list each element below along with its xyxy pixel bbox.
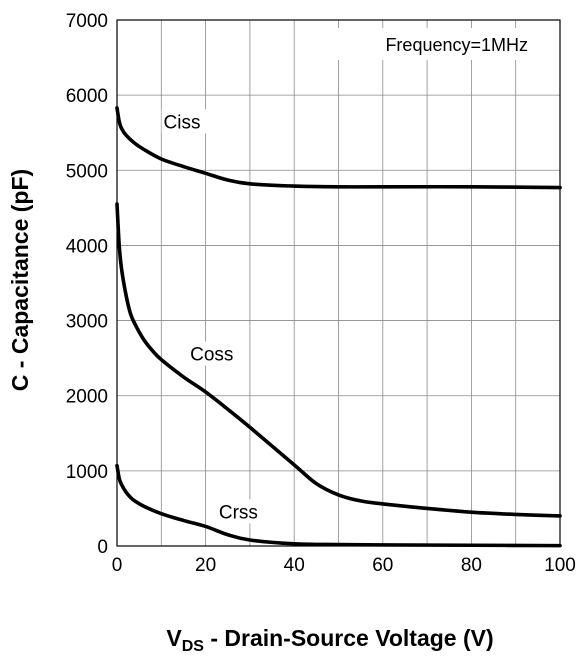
label-coss: Coss xyxy=(190,345,233,366)
grid-lines xyxy=(117,20,560,546)
curves-group xyxy=(115,106,562,548)
label-background xyxy=(188,341,235,366)
x-tick-label: 0 xyxy=(112,555,123,576)
plot-frame xyxy=(116,19,561,547)
x-tick-label: 100 xyxy=(544,555,576,576)
x-tick-label: 60 xyxy=(372,555,393,576)
x-axis-title-main: V xyxy=(166,625,182,651)
label-background xyxy=(216,499,263,524)
label-ciss: Ciss xyxy=(164,112,201,133)
y-tick-label: 5000 xyxy=(66,161,108,182)
curve-coss xyxy=(115,202,562,518)
y-tick-label: 4000 xyxy=(66,236,108,257)
y-tick-labels: 0 1000 2000 3000 4000 5000 6000 7000 xyxy=(66,11,108,558)
y-tick-label: 2000 xyxy=(66,387,108,408)
x-axis-title: VDS - Drain-Source Voltage (V) xyxy=(166,625,493,655)
curve-crss xyxy=(115,463,562,548)
y-tick-label: 3000 xyxy=(66,312,108,333)
y-tick-label: 7000 xyxy=(66,11,108,32)
frequency-annotation: Frequency=1MHz xyxy=(385,35,528,55)
y-axis-title: C - Capacitance (pF) xyxy=(7,169,33,391)
curve-ciss xyxy=(115,106,562,190)
x-tick-label: 40 xyxy=(284,555,305,576)
y-tick-label: 0 xyxy=(97,537,108,558)
label-background xyxy=(161,109,208,134)
y-tick-label: 1000 xyxy=(66,462,108,483)
x-tick-label: 20 xyxy=(195,555,216,576)
x-axis-title-subscript: DS xyxy=(182,638,205,655)
x-tick-label: 80 xyxy=(461,555,482,576)
annotation-background xyxy=(332,28,558,60)
y-tick-label: 6000 xyxy=(66,86,108,107)
x-axis-title-rest: - Drain-Source Voltage (V) xyxy=(204,625,494,651)
series-labels-group: Ciss Coss Crss xyxy=(161,109,263,524)
label-crss: Crss xyxy=(219,502,258,523)
x-tick-labels: 0 20 40 60 80 100 xyxy=(112,555,576,576)
